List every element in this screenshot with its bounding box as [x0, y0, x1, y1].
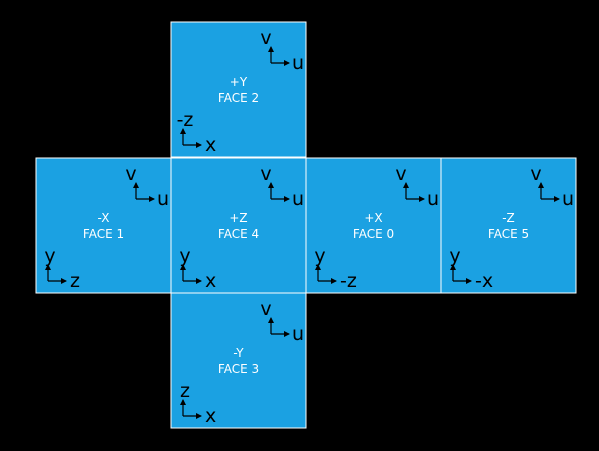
face-direction-label: +X [364, 211, 382, 225]
face-top: +Y FACE 2 vu -z x [171, 22, 306, 157]
face-name-label: FACE 0 [353, 227, 394, 241]
v-axis-label: v [530, 163, 541, 185]
world-horizontal-label: x [205, 270, 216, 292]
world-vertical-label: y [179, 245, 190, 267]
world-vertical-label: y [314, 245, 325, 267]
face-name-label: FACE 5 [488, 227, 529, 241]
face-top-square [171, 22, 306, 157]
face-direction-label: -Y [233, 346, 244, 360]
world-vertical-label: y [44, 245, 55, 267]
v-axis-label: v [260, 163, 271, 185]
world-vertical-label: y [449, 245, 460, 267]
face-name-label: FACE 4 [218, 227, 259, 241]
v-axis-label: v [395, 163, 406, 185]
face-direction-label: -X [98, 211, 110, 225]
face-left-square [36, 158, 171, 293]
world-horizontal-label: x [205, 134, 216, 156]
face-direction-label: -Z [502, 211, 515, 225]
world-vertical-label: z [180, 380, 190, 402]
u-axis-label: u [292, 188, 304, 210]
face-front: +Z FACE 4 vu yx [171, 158, 306, 293]
v-axis-label: v [260, 298, 271, 320]
u-axis-label: u [562, 188, 574, 210]
face-direction-label: +Y [230, 75, 248, 89]
face-right: +X FACE 0 vu y -z [306, 158, 441, 293]
face-name-label: FACE 3 [218, 362, 259, 376]
u-axis-label: u [427, 188, 439, 210]
world-horizontal-label: -z [340, 270, 357, 292]
face-name-label: FACE 1 [83, 227, 124, 241]
world-horizontal-label: -x [475, 270, 493, 292]
face-left: -X FACE 1 vu yz [36, 158, 171, 293]
world-horizontal-label: x [205, 405, 216, 427]
u-axis-label: u [292, 323, 304, 345]
face-back-square [441, 158, 576, 293]
world-horizontal-label: z [70, 270, 80, 292]
v-axis-label: v [125, 163, 136, 185]
face-name-label: FACE 2 [218, 91, 259, 105]
face-bottom-square [171, 293, 306, 428]
u-axis-label: u [157, 188, 169, 210]
face-right-square [306, 158, 441, 293]
face-bottom: -Y FACE 3 vu zx [171, 293, 306, 428]
face-direction-label: +Z [229, 211, 247, 225]
world-vertical-label: -z [177, 109, 194, 131]
v-axis-label: v [260, 27, 271, 49]
face-back: -Z FACE 5 vu y -x [441, 158, 576, 293]
u-axis-label: u [292, 52, 304, 74]
face-front-square [171, 158, 306, 293]
